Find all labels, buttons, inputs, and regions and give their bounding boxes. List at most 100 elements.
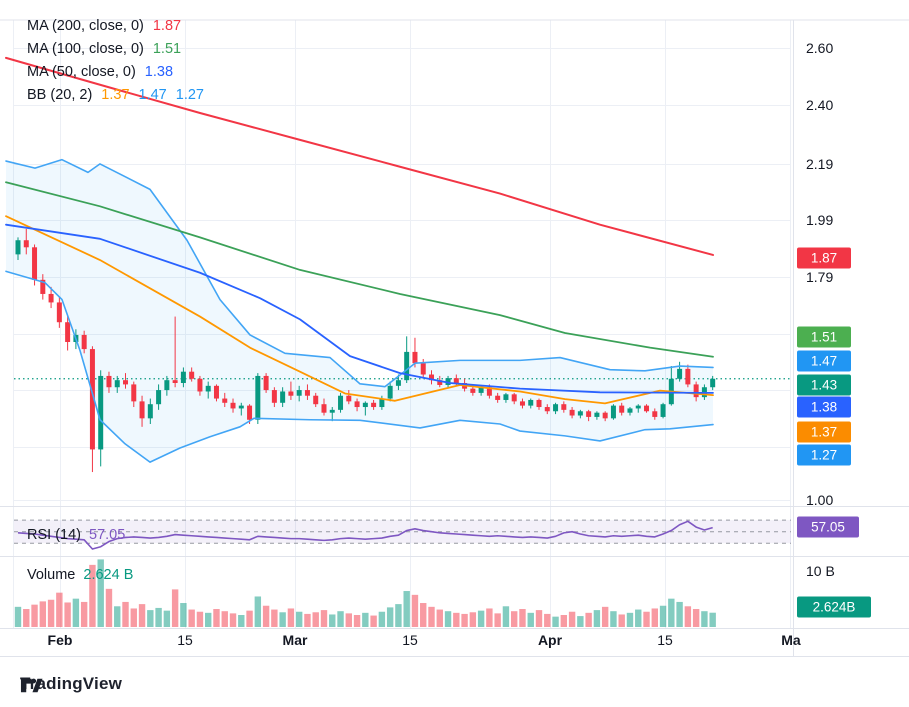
- volume-bar: [213, 609, 220, 627]
- candle-body: [511, 394, 517, 402]
- candle-body: [561, 404, 567, 410]
- candle-body: [437, 380, 443, 385]
- candle-body: [313, 395, 319, 405]
- candle-body: [48, 293, 54, 303]
- volume-bar: [262, 605, 270, 627]
- candle-body: [478, 387, 484, 393]
- volume-bar: [428, 606, 435, 627]
- volume-bar: [295, 611, 303, 627]
- candle-body: [114, 380, 120, 388]
- volume-bar: [568, 611, 576, 627]
- volume-bar: [97, 559, 104, 627]
- candle-body: [255, 375, 261, 420]
- volume-bar: [378, 611, 386, 627]
- volume-bar: [138, 604, 146, 627]
- ma200-line: [5, 56, 714, 256]
- volume-bar: [105, 588, 113, 627]
- volume-bar: [676, 601, 683, 627]
- volume-bar: [23, 609, 30, 627]
- volume-bar: [130, 608, 137, 627]
- volume-bar: [39, 601, 47, 627]
- bb-basis-line: [5, 215, 714, 405]
- volume-bar: [72, 598, 80, 627]
- candle-body: [147, 404, 153, 419]
- rsi-line: [17, 520, 713, 550]
- volume-bar: [395, 604, 402, 627]
- candle-body: [15, 240, 21, 255]
- volume-bar: [80, 601, 88, 627]
- volume-bar: [312, 612, 319, 627]
- volume-bar: [155, 607, 162, 627]
- volume-bar: [635, 609, 642, 627]
- volume-bar: [643, 611, 650, 627]
- candle-body: [395, 380, 401, 386]
- candle-body: [404, 351, 410, 381]
- candle-body: [106, 375, 112, 388]
- candle-body: [172, 380, 178, 383]
- volume-bar: [362, 612, 369, 627]
- volume-bar: [668, 598, 675, 627]
- candle-body: [495, 395, 501, 400]
- volume-bar: [163, 610, 171, 627]
- volume-bar: [436, 609, 443, 627]
- candle-body: [677, 368, 683, 379]
- volume-bar: [552, 616, 559, 627]
- candle-body: [486, 387, 492, 396]
- candle-body: [197, 378, 203, 392]
- volume-bar: [411, 594, 419, 627]
- candle-body: [65, 322, 71, 343]
- volume-bar: [386, 607, 394, 627]
- candle-body: [238, 405, 244, 409]
- candle-body: [619, 405, 625, 413]
- candle-body: [89, 349, 95, 450]
- volume-bar: [544, 613, 551, 627]
- volume-bar: [147, 610, 154, 627]
- volume-bar: [188, 609, 195, 627]
- volume-bar: [453, 612, 460, 627]
- ma50-line: [5, 223, 714, 394]
- candle-body: [610, 405, 616, 419]
- candle-body: [544, 407, 550, 412]
- candle-body: [205, 385, 211, 392]
- volume-bar: [403, 591, 410, 627]
- candle-body: [247, 405, 253, 420]
- candle-body: [470, 388, 476, 393]
- volume-bar: [337, 611, 344, 627]
- volume-bar: [577, 616, 584, 627]
- candle-body: [288, 391, 294, 396]
- volume-bar: [304, 613, 311, 627]
- volume-bar: [461, 613, 468, 627]
- candle-body: [387, 385, 393, 399]
- candle-body: [123, 380, 129, 385]
- candle-body: [263, 375, 269, 391]
- candle-body: [412, 351, 418, 364]
- ma100-line: [5, 181, 714, 358]
- rsi-band: [14, 520, 791, 544]
- candle-body: [577, 411, 583, 416]
- candle-body: [519, 401, 525, 406]
- candle-body: [230, 402, 236, 409]
- volume-bar: [585, 612, 592, 627]
- candle-body: [139, 401, 145, 419]
- candle-body: [296, 390, 302, 396]
- candle-body: [56, 302, 62, 323]
- volume-bar: [701, 611, 708, 627]
- volume-bar: [519, 609, 526, 627]
- volume-bar: [238, 615, 245, 627]
- candle-body: [429, 374, 434, 381]
- bb-lower-line: [5, 270, 714, 463]
- volume-bar: [320, 610, 328, 627]
- candle-body: [528, 399, 534, 406]
- volume-bar: [14, 606, 22, 627]
- volume-bar: [601, 606, 609, 627]
- candle-body: [329, 409, 335, 413]
- volume-bar: [221, 611, 228, 627]
- volume-bar: [345, 613, 352, 627]
- volume-bar: [114, 606, 121, 627]
- volume-bar: [486, 608, 493, 627]
- candle-body: [453, 378, 459, 383]
- candle-body: [40, 279, 46, 294]
- volume-bar: [420, 603, 427, 627]
